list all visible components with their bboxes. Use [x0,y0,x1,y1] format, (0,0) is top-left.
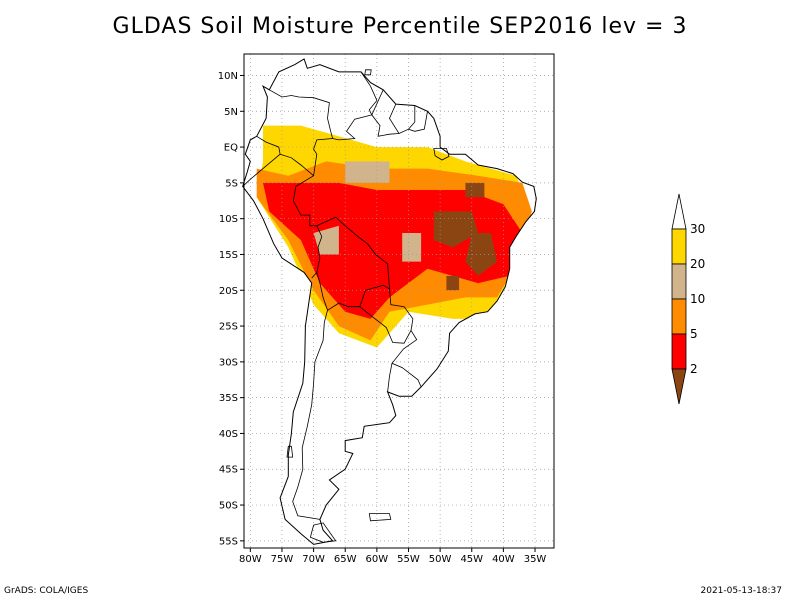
lat-tick-label: 55S [219,536,238,547]
shading-region [446,275,460,291]
island [286,445,294,458]
shading-region [345,161,390,183]
colorbar-segment [671,228,687,265]
lat-tick-label: 35S [219,393,238,404]
colorbar-segment [671,368,687,405]
lon-tick-label: 50W [429,554,452,565]
lat-tick-label: 45S [219,465,238,476]
lat-tick-label: 25S [219,322,238,333]
latitude-labels: 10N 5N EQ 5S 10S 15S 20S 25S 30S 35S 40S 45S 50S 55S [218,71,244,547]
country-border [371,89,400,137]
lon-tick-label: 75W [271,554,294,565]
country-border [387,363,393,392]
lon-tick-label: 35W [524,554,547,565]
lat-tick-label: EQ [224,143,238,154]
lat-tick-label: 40S [219,429,238,440]
country-border [292,310,328,520]
island [433,148,450,161]
lat-tick-label: 5S [225,178,238,189]
map-title: GLDAS Soil Moisture Percentile SEP2016 l… [112,14,688,39]
colorbar-segment [671,333,687,370]
colorbar-label: 5 [690,327,698,341]
colorbar-label: 10 [690,292,705,306]
colorbar-segment [671,298,687,335]
colorbar-segment [671,193,687,230]
lon-tick-label: 40W [492,554,515,565]
map-frame [243,53,555,549]
colorbar-label: 2 [690,362,698,376]
shading-region [465,182,485,198]
lon-tick-label: 55W [397,554,420,565]
lat-tick-label: 5N [224,107,238,118]
country-border [269,89,334,176]
colorbar-segment [671,263,687,300]
lon-tick-label: 80W [239,554,262,565]
country-border [279,153,323,279]
colorbar-label: 20 [690,257,705,271]
lat-tick-label: 50S [219,501,238,512]
lon-tick-label: 45W [460,554,483,565]
lat-tick-label: 10S [219,214,238,225]
colorbar: 2 5 10 20 30 [671,193,705,405]
country-border [389,288,422,388]
country-border [389,103,416,135]
island [364,69,372,76]
country-border [359,306,412,344]
longitude-labels: 80W 75W 70W 65W 60W 55W 50W 45W 40W 35W [239,548,546,565]
lat-tick-label: 20S [219,286,238,297]
lon-tick-label: 65W [334,554,357,565]
lat-tick-label: 10N [218,71,238,82]
footer-timestamp: 2021-05-13-18:37 [700,586,783,596]
country-border [332,71,378,141]
country-border [408,111,428,132]
lon-tick-label: 70W [302,554,325,565]
islands [286,69,450,543]
colorbar-label: 30 [690,222,705,236]
shading-region [465,233,498,276]
lat-tick-label: 30S [219,357,238,368]
shading-region [433,211,479,248]
country-borders [242,71,428,520]
shading-region [402,233,422,262]
footer-credit: GrADS: COLA/IGES [4,586,89,596]
country-border [316,216,390,311]
percentile-shading [256,125,532,348]
island [368,513,392,522]
lat-tick-label: 15S [219,250,238,261]
lon-tick-label: 60W [366,554,389,565]
island [309,522,337,543]
